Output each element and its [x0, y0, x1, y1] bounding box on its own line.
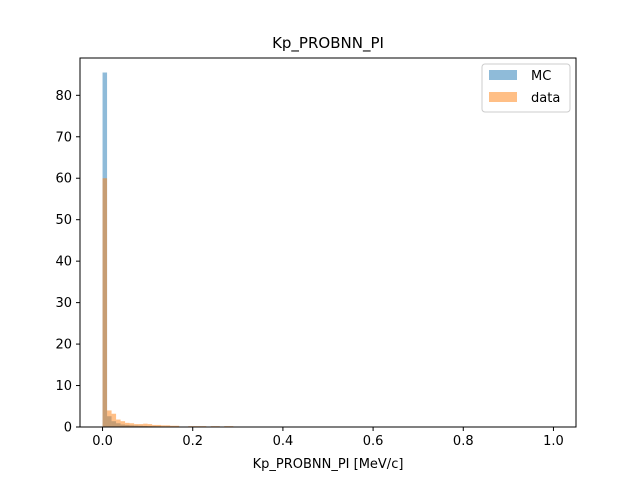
x-tick-label-0.2: 0.2 — [182, 434, 203, 449]
y-tick-label-60: 60 — [55, 172, 72, 187]
bar-data-15 — [170, 425, 175, 427]
y-tick-label-50: 50 — [55, 213, 72, 228]
legend-swatch-data — [489, 92, 517, 102]
bar-data-1 — [107, 410, 112, 427]
x-axis: 0.0 0.2 0.4 0.6 0.8 1.0 — [92, 427, 564, 449]
bar-data-7 — [134, 424, 139, 427]
legend-label-mc: MC — [531, 69, 551, 84]
y-tick-label-30: 30 — [55, 296, 72, 311]
bar-data-8 — [138, 424, 144, 427]
y-tick-label-20: 20 — [55, 338, 72, 353]
bar-data-0 — [102, 178, 108, 427]
bar-data-14 — [165, 425, 171, 427]
y-tick-label-10: 10 — [55, 379, 72, 394]
legend: MC data — [481, 63, 571, 113]
bar-data-11 — [152, 424, 157, 427]
legend-label-data: data — [531, 91, 560, 106]
y-axis: 0 10 20 30 40 50 60 70 80 — [55, 89, 80, 436]
bar-data-13 — [161, 425, 166, 427]
bar-data-10 — [147, 424, 153, 427]
bar-data-6 — [129, 423, 135, 427]
x-tick-label-0.6: 0.6 — [363, 434, 384, 449]
x-tick-label-1.0: 1.0 — [543, 434, 564, 449]
bar-data-12 — [156, 424, 162, 427]
bar-data-5 — [125, 422, 130, 427]
plot-frame — [79, 57, 577, 428]
y-tick-label-70: 70 — [55, 130, 72, 145]
x-tick-label-0.4: 0.4 — [273, 434, 294, 449]
bar-data-2 — [111, 413, 117, 427]
chart-title: Kp_PROBNN_PI — [272, 34, 384, 53]
bar-data-16 — [174, 425, 180, 427]
bar-data-4 — [120, 421, 126, 427]
legend-swatch-mc — [489, 70, 517, 80]
y-tick-label-0: 0 — [64, 421, 72, 436]
y-tick-label-80: 80 — [55, 89, 72, 104]
bar-data-3 — [116, 419, 121, 427]
y-tick-label-40: 40 — [55, 255, 72, 270]
x-axis-label: Kp_PROBNN_PI [MeV/c] — [253, 457, 404, 472]
x-tick-label-0.0: 0.0 — [92, 434, 113, 449]
bar-data-9 — [143, 423, 148, 427]
x-tick-label-0.8: 0.8 — [453, 434, 474, 449]
